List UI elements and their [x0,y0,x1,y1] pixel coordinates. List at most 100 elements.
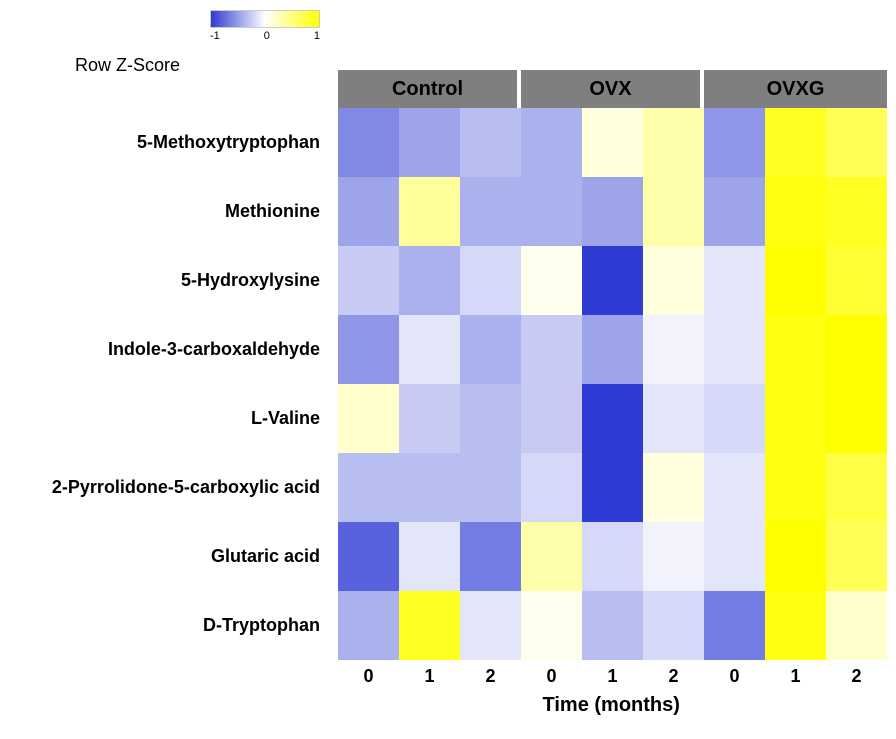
heatmap-cell [643,591,704,660]
row-label: L-Valine [0,384,330,453]
group-header: Control [338,70,521,108]
heatmap-cell [643,453,704,522]
heatmap-cell [521,522,582,591]
heatmap-cell [765,453,826,522]
heatmap-cell [704,453,765,522]
heatmap-figure: -1 0 1 Row Z-Score ControlOVXOVXG 5-Meth… [0,0,896,739]
row-label: Glutaric acid [0,522,330,591]
heatmap-cell [826,108,887,177]
heatmap-cell [765,522,826,591]
x-tick: 1 [765,666,826,687]
group-headers: ControlOVXOVXG [338,70,887,108]
heatmap-cell [399,522,460,591]
heatmap-cell [643,522,704,591]
heatmap-cell [338,522,399,591]
heatmap-cell [460,108,521,177]
heatmap-cell [704,591,765,660]
heatmap-cell [338,384,399,453]
heatmap-cell [582,315,643,384]
group-header: OVXG [704,70,887,108]
heatmap-cell [704,522,765,591]
heatmap-cell [338,315,399,384]
x-tick: 2 [460,666,521,687]
group-header: OVX [521,70,704,108]
heatmap-cell [643,177,704,246]
row-label: 5-Methoxytryptophan [0,108,330,177]
x-axis-title: Time (months) [543,694,680,717]
heatmap-cell [582,453,643,522]
x-tick: 1 [399,666,460,687]
heatmap-cell [521,453,582,522]
heatmap-cell [460,246,521,315]
heatmap-cell [765,315,826,384]
colorbar-gradient [210,10,320,28]
heatmap-cell [826,384,887,453]
x-tick: 2 [643,666,704,687]
heatmap-cell [338,177,399,246]
heatmap-cell [521,384,582,453]
x-tick: 1 [582,666,643,687]
x-tick: 2 [826,666,887,687]
heatmap-cell [704,177,765,246]
heatmap-cell [704,315,765,384]
row-labels: 5-MethoxytryptophanMethionine5-Hydroxyly… [0,108,330,660]
heatmap-cell [521,177,582,246]
heatmap-cell [765,177,826,246]
heatmap-cell [338,246,399,315]
heatmap-cell [460,315,521,384]
heatmap-cell [582,246,643,315]
heatmap-cell [643,315,704,384]
heatmap-cell [338,591,399,660]
colorbar-legend: -1 0 1 [210,10,320,42]
heatmap-cell [582,591,643,660]
heatmap-cell [399,453,460,522]
heatmap-cell [582,522,643,591]
heatmap-cell [643,246,704,315]
x-tick: 0 [338,666,399,687]
heatmap-cell [399,177,460,246]
heatmap-cell [826,315,887,384]
heatmap-cell [460,591,521,660]
heatmap-cell [460,453,521,522]
row-label: Indole-3-carboxaldehyde [0,315,330,384]
heatmap-cell [521,315,582,384]
heatmap-cell [704,246,765,315]
heatmap-cell [521,591,582,660]
heatmap-cell [460,522,521,591]
heatmap-cell [765,108,826,177]
heatmap-cell [826,591,887,660]
heatmap-cell [521,108,582,177]
heatmap-cell [460,384,521,453]
heatmap-cell [582,384,643,453]
heatmap-cell [399,315,460,384]
heatmap-cell [582,108,643,177]
heatmap-cell [399,591,460,660]
heatmap-cell [765,384,826,453]
heatmap-cell [826,522,887,591]
colorbar-tick: -1 [210,30,220,42]
colorbar-tick: 0 [264,30,270,42]
heatmap-cell [582,177,643,246]
colorbar-ticks: -1 0 1 [210,30,320,42]
heatmap-cell [338,108,399,177]
heatmap-cell [765,591,826,660]
heatmap-cell [338,453,399,522]
heatmap-cell [826,246,887,315]
heatmap-cell [460,177,521,246]
x-axis-ticks: 012012012 [338,666,887,687]
heatmap-cell [399,246,460,315]
heatmap-cell [643,108,704,177]
row-label: 5-Hydroxylysine [0,246,330,315]
heatmap-cell [399,384,460,453]
row-label: 2-Pyrrolidone-5-carboxylic acid [0,453,330,522]
heatmap-cell [399,108,460,177]
row-label: Methionine [0,177,330,246]
x-tick: 0 [521,666,582,687]
colorbar-tick: 1 [314,30,320,42]
heatmap-cell [704,384,765,453]
heatmap-cell [643,384,704,453]
colorbar-title: Row Z-Score [75,55,180,76]
heatmap-cell [826,177,887,246]
row-label: D-Tryptophan [0,591,330,660]
heatmap-cell [765,246,826,315]
